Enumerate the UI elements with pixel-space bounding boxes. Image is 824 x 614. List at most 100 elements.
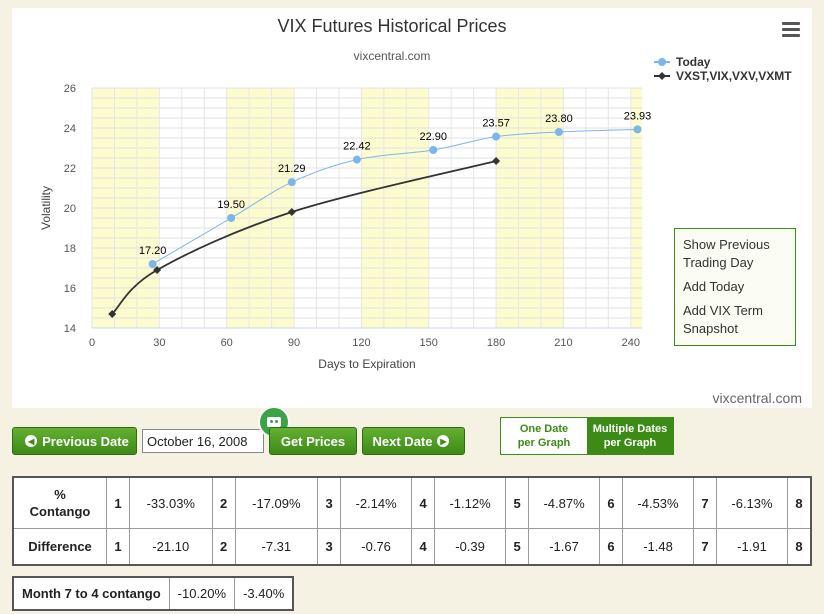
contango-cell: -33.03%: [129, 476, 213, 529]
menu-item-add-term-snapshot[interactable]: Add VIX Term Snapshot: [683, 303, 763, 336]
multiple-dates-per-graph-option[interactable]: Multiple Dates per Graph: [587, 418, 673, 454]
difference-cell: -7.31: [234, 528, 319, 566]
y-axis-title: Volatility: [39, 186, 53, 230]
month-index: 1: [106, 528, 130, 566]
data-point: [554, 128, 563, 136]
x-tick-label: 120: [352, 337, 370, 349]
x-tick-label: 30: [153, 337, 165, 349]
data-point: [148, 260, 157, 268]
contango-header: % Contango: [12, 476, 107, 529]
summary-value: -10.20%: [168, 576, 236, 611]
contango-table: % Contango 1 -33.03% 2 -17.09% 3 -2.14% 4…: [12, 476, 812, 566]
chevron-right-icon: ▶: [437, 435, 450, 447]
y-tick-label: 20: [64, 203, 76, 215]
y-tick-label: 14: [64, 323, 76, 335]
next-date-button[interactable]: Next Date ▶: [362, 427, 465, 455]
data-point: [492, 157, 501, 165]
month-index: 2: [211, 476, 236, 529]
x-tick-label: 0: [89, 337, 95, 349]
multi-date-line2: per Graph: [603, 437, 657, 449]
month-index: 3: [317, 476, 342, 529]
series-line: [111, 160, 497, 315]
y-tick-label: 16: [64, 283, 76, 295]
contango-cell: -4.87%: [528, 476, 601, 529]
difference-cell: -21.10: [129, 528, 213, 566]
previous-date-label: Previous Date: [42, 433, 129, 449]
chart-panel: 14 16 18 20 22 24 26 0 30 60 90 120 150 180 210 240 VIX …: [12, 8, 812, 408]
one-date-line2: per Graph: [517, 437, 571, 449]
legend-marker: [658, 72, 666, 80]
hamburger-menu-icon[interactable]: [782, 22, 800, 38]
x-tick-label: 150: [420, 337, 438, 349]
table-row: Month 7 to 4 contango -10.20% -3.40%: [12, 576, 294, 611]
data-label: 23.93: [624, 110, 652, 122]
x-tick-label: 180: [487, 337, 505, 349]
legend-marker: [658, 58, 666, 66]
legend-label: VXST,VIX,VXV,VXMT: [676, 69, 792, 83]
difference-header: Difference: [12, 528, 107, 566]
x-tick-label: 240: [622, 337, 640, 349]
one-date-line1: One Date: [519, 423, 569, 435]
month-index: 3: [317, 528, 342, 566]
x-tick-label: 210: [554, 337, 572, 349]
data-point: [108, 310, 117, 318]
date-input[interactable]: [142, 429, 264, 453]
multi-date-line1: Multiple Dates: [592, 423, 668, 435]
y-tick-label: 24: [64, 123, 76, 135]
table-row-difference: Difference 1 -21.10 2 -7.31 3 -0.76 4 -0…: [12, 528, 812, 566]
data-point: [153, 266, 162, 274]
month-index: 6: [599, 528, 624, 566]
data-label: 22.42: [343, 141, 371, 153]
data-point: [352, 155, 361, 164]
month-index: 6: [599, 476, 624, 529]
data-label: 22.90: [419, 131, 447, 143]
x-tick-label: 60: [221, 337, 233, 349]
graph-mode-toggle: One Date per Graph Multiple Dates per Grap…: [500, 417, 674, 455]
summary-label: Month 7 to 4 contango: [12, 576, 170, 611]
contango-cell: -2.14%: [340, 476, 413, 529]
contango-cell: -1.12%: [434, 476, 507, 529]
data-label: 17.20: [139, 245, 167, 257]
chart-context-menu: Show Previous Trading Day Add Today Add …: [674, 228, 796, 346]
get-prices-button[interactable]: Get Prices: [269, 427, 357, 455]
month-index: 5: [505, 476, 530, 529]
data-label: 19.50: [217, 199, 245, 211]
month-index: 7: [693, 476, 717, 529]
menu-item-add-today[interactable]: Add Today: [683, 279, 745, 294]
month-index: 8: [787, 528, 812, 566]
one-date-per-graph-option[interactable]: One Date per Graph: [501, 418, 587, 454]
data-point: [633, 125, 642, 134]
get-prices-label: Get Prices: [280, 433, 346, 449]
month-index: 8: [787, 476, 812, 529]
table-row-contango: % Contango 1 -33.03% 2 -17.09% 3 -2.14% 4…: [12, 476, 812, 529]
data-label: 23.80: [545, 113, 573, 125]
contango-header-line1: %: [54, 487, 66, 502]
chart-subtitle: vixcentral.com: [354, 49, 431, 63]
month-index: 7: [693, 528, 717, 566]
y-tick-label: 22: [64, 163, 76, 175]
next-date-label: Next Date: [372, 433, 433, 449]
y-tick-label: 26: [64, 83, 76, 95]
chart-title: VIX Futures Historical Prices: [277, 16, 506, 36]
month-index: 4: [411, 476, 436, 529]
summary-value: -3.40%: [234, 576, 294, 611]
contango-cell: -4.53%: [622, 476, 694, 529]
month-index: 2: [211, 528, 236, 566]
contango-cell: -6.13%: [716, 476, 788, 529]
contango-header-line2: Contango: [29, 504, 91, 519]
data-point: [227, 214, 236, 222]
previous-date-button[interactable]: ◀ Previous Date: [12, 427, 137, 455]
difference-cell: -0.39: [434, 528, 507, 566]
menu-item-show-previous[interactable]: Show Previous Trading Day: [683, 237, 770, 270]
chevron-left-icon: ◀: [25, 435, 38, 447]
contango-cell: -17.09%: [234, 476, 319, 529]
data-point: [492, 132, 501, 141]
month-7-to-4-table: Month 7 to 4 contango -10.20% -3.40%: [12, 576, 295, 611]
y-tick-label: 18: [64, 243, 76, 255]
x-axis-title: Days to Expiration: [318, 357, 415, 371]
difference-cell: -1.91: [716, 528, 788, 566]
line-chart: 14 16 18 20 22 24 26 0 30 60 90 120 150 180 210 240 VIX …: [39, 16, 792, 371]
watermark: vixcentral.com: [712, 390, 802, 406]
data-label: 23.57: [482, 118, 510, 130]
legend-label: Today: [676, 55, 711, 69]
